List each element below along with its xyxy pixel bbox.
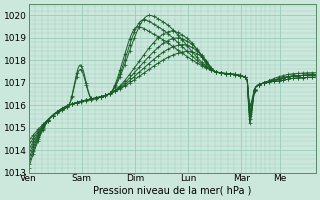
X-axis label: Pression niveau de la mer( hPa ): Pression niveau de la mer( hPa ) [93,186,252,196]
